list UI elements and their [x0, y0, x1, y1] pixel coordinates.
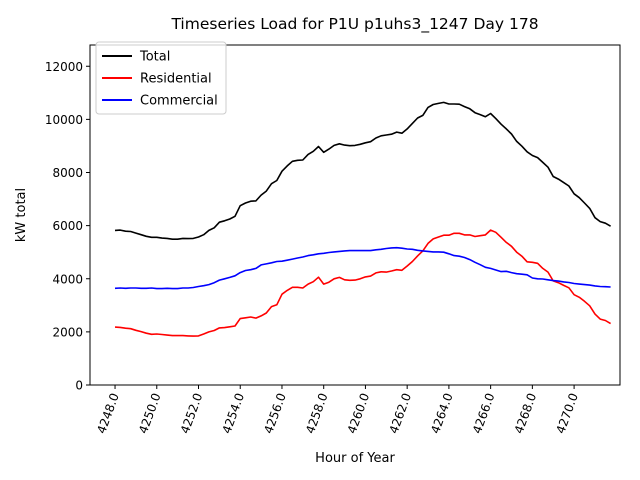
y-axis-label: kW total [14, 188, 29, 242]
y-tick-label: 4000 [52, 272, 83, 286]
legend-label-total: Total [139, 50, 170, 65]
x-axis-label: Hour of Year [315, 451, 395, 466]
y-tick-label: 8000 [52, 166, 83, 180]
series-lines [114, 101, 612, 337]
chart-title: Timeseries Load for P1U p1uhs3_1247 Day … [170, 15, 538, 34]
series-line-residential [114, 229, 612, 337]
axes-frame [89, 44, 621, 386]
y-axis-ticks: 0 2000 4000 6000 8000 10000 12000 [45, 60, 90, 393]
legend-label-residential: Residential [140, 72, 212, 87]
legend-box [95, 41, 227, 115]
y-tick-label: 2000 [52, 325, 83, 339]
series-line-total [114, 101, 611, 240]
legend: Total Residential Commercial [95, 41, 227, 115]
series-line-commercial [114, 246, 611, 290]
y-tick-label: 6000 [52, 219, 83, 233]
legend-label-commercial: Commercial [140, 94, 218, 109]
y-tick-label: 0 [75, 379, 83, 393]
y-tick-label: 10000 [45, 113, 83, 127]
y-tick-label: 12000 [45, 60, 83, 74]
